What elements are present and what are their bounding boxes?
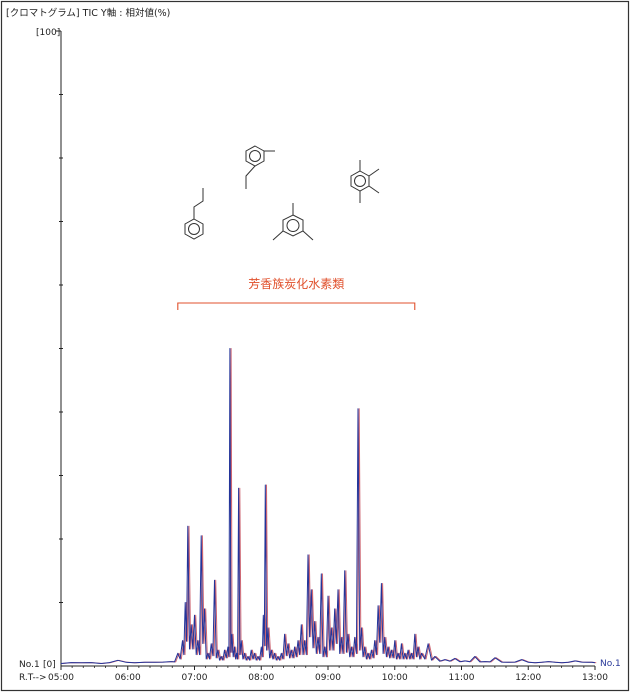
x-tick-label: 11:00 (449, 673, 475, 683)
x-tick-label: 05:00 (48, 673, 74, 683)
structure-mesitylene (272, 203, 314, 241)
y-axis-ticks (59, 94, 63, 603)
x-tick-label: 13:00 (582, 673, 608, 683)
trace-line (60, 348, 596, 664)
y-top-label: [100] (36, 28, 60, 38)
structure-tetramethylbenzene (350, 160, 380, 203)
x-tick-label: 09:00 (315, 673, 341, 683)
x-tick-label: 08:00 (248, 673, 274, 683)
x-tick-label: 06:00 (115, 673, 141, 683)
trace-label-right: No.1 (600, 659, 621, 669)
structure-m-ethyltoluene (245, 145, 275, 189)
trace-line-overlay (62, 348, 597, 664)
trace-label-left: No.1 (19, 660, 40, 670)
chromatogram-header: [クロマトグラム] TIC Y軸 : 相対値(%) (6, 7, 170, 19)
y-bottom-label: [0] (43, 660, 56, 670)
x-axis-label: R.T--> (19, 673, 47, 683)
structure-propylbenzene (184, 188, 204, 240)
aromatic-range-bracket (177, 302, 416, 310)
x-tick-label: 10:00 (382, 673, 408, 683)
x-axis-ticks: 05:00 06:00 07:00 08:00 09:00 10:00 11:00 12:00… (48, 666, 608, 683)
aromatic-hydrocarbons-label: 芳香族炭化水素類 (248, 277, 344, 291)
x-tick-label: 07:00 (182, 673, 208, 683)
x-tick-label: 12:00 (515, 673, 541, 683)
